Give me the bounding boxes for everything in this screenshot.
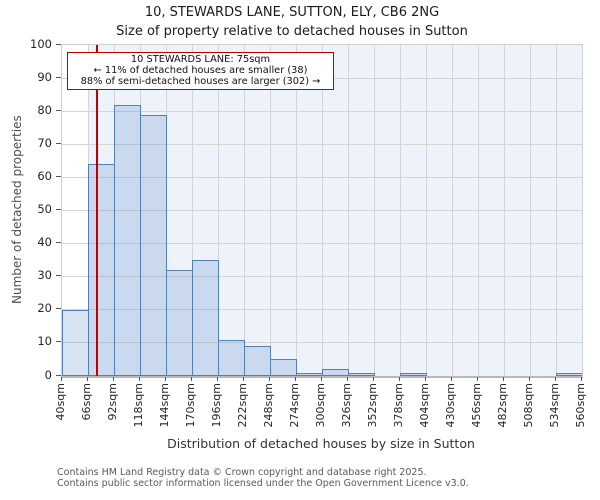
y-tick-label: 90 [37, 69, 52, 84]
x-tick [398, 377, 400, 381]
histogram-bar [218, 339, 245, 376]
h-gridline [62, 176, 582, 178]
histogram-bar [192, 260, 219, 376]
chart-subtitle: Size of property relative to detached ho… [116, 24, 468, 39]
y-tick-label: 50 [37, 202, 52, 216]
x-tick-label: 508sqm [522, 383, 535, 428]
x-tick [450, 377, 452, 381]
x-tick-label: 560sqm [574, 383, 587, 428]
x-tick [528, 377, 530, 381]
x-tick-label: 378sqm [392, 383, 405, 428]
y-tick [56, 43, 61, 45]
y-tick-label: 30 [37, 268, 52, 283]
y-tick [56, 374, 61, 376]
x-tick-label: 248sqm [262, 383, 275, 428]
histogram-bar [322, 369, 349, 376]
plot-area: 10 STEWARDS LANE: 75sqm ← 11% of detache… [61, 44, 583, 378]
histogram-bar [140, 114, 167, 376]
y-tick [56, 308, 61, 310]
y-tick [56, 109, 61, 111]
x-tick-label: 196sqm [210, 383, 223, 428]
histogram-bar [244, 346, 271, 376]
footer-attribution-line1: Contains HM Land Registry data © Crown c… [57, 467, 427, 478]
x-tick [242, 377, 244, 381]
histogram-bar [296, 372, 323, 376]
x-tick-label: 274sqm [288, 383, 301, 428]
y-tick [56, 242, 61, 244]
x-tick [164, 377, 166, 381]
y-tick-label: 100 [30, 36, 52, 51]
h-gridline [62, 110, 582, 112]
chart-title: 10, STEWARDS LANE, SUTTON, ELY, CB6 2NG [144, 5, 440, 20]
annotation-property-line: 10 STEWARDS LANE: 75sqm [130, 54, 271, 65]
x-tick-label: 222sqm [236, 383, 249, 428]
x-tick-label: 430sqm [444, 383, 457, 428]
x-tick [502, 377, 504, 381]
y-tick-label: 10 [37, 334, 52, 349]
x-tick [268, 377, 270, 381]
x-tick [112, 377, 114, 381]
y-tick-label: 0 [44, 367, 52, 382]
histogram-bar [62, 309, 89, 376]
histogram-bar [114, 104, 141, 376]
x-tick [138, 377, 140, 381]
annotation-larger-line: 88% of semi-detached houses are larger (… [80, 76, 321, 88]
x-axis-label: Distribution of detached houses by size … [167, 436, 475, 451]
x-tick [580, 377, 582, 381]
x-tick [554, 377, 556, 381]
y-tick [56, 76, 61, 78]
histogram-bar [348, 372, 375, 376]
x-tick-label: 118sqm [132, 383, 145, 428]
x-tick-label: 144sqm [158, 383, 171, 428]
x-tick-label: 482sqm [496, 383, 509, 428]
y-tick [56, 341, 61, 343]
x-tick [216, 377, 218, 381]
h-gridline [62, 143, 582, 145]
x-tick [346, 377, 348, 381]
x-tick-label: 326sqm [340, 383, 353, 428]
x-tick-label: 40sqm [54, 383, 67, 421]
histogram-bar [556, 372, 582, 376]
histogram-bar [166, 270, 193, 376]
y-tick-label: 60 [37, 168, 52, 183]
h-gridline [62, 210, 582, 211]
x-tick-label: 92sqm [106, 383, 119, 421]
y-tick-label: 70 [37, 135, 52, 150]
annotation-smaller-line: ← 11% of detached houses are smaller (38… [93, 65, 308, 77]
histogram-bar [400, 372, 427, 376]
h-gridline [62, 243, 582, 245]
y-tick [56, 275, 61, 277]
x-tick [60, 377, 62, 381]
y-tick-label: 20 [37, 301, 52, 316]
x-tick-label: 352sqm [366, 383, 379, 428]
x-tick [294, 377, 296, 381]
x-tick [424, 377, 426, 381]
x-tick-label: 300sqm [314, 383, 327, 428]
h-gridline [62, 309, 582, 311]
x-tick [476, 377, 478, 381]
x-tick-label: 404sqm [418, 383, 431, 428]
x-tick-label: 534sqm [548, 383, 561, 428]
annotation-box: 10 STEWARDS LANE: 75sqm ← 11% of detache… [67, 52, 334, 90]
h-gridline [62, 276, 582, 278]
x-tick [320, 377, 322, 381]
footer-attribution-line2: Contains public sector information licen… [57, 478, 469, 489]
h-gridline [62, 342, 582, 344]
y-tick [56, 209, 61, 210]
x-tick-label: 66sqm [80, 383, 93, 421]
histogram-bar [88, 164, 115, 376]
y-tick [56, 142, 61, 144]
histogram-bar [270, 359, 297, 376]
x-tick [372, 377, 374, 381]
x-tick [86, 377, 88, 381]
y-tick-label: 40 [37, 235, 52, 250]
x-tick [190, 377, 192, 381]
property-size-marker-line [96, 45, 98, 376]
x-tick-label: 170sqm [184, 383, 197, 428]
x-tick-label: 456sqm [470, 383, 483, 428]
y-tick-label: 80 [37, 102, 52, 117]
y-tick [56, 175, 61, 177]
